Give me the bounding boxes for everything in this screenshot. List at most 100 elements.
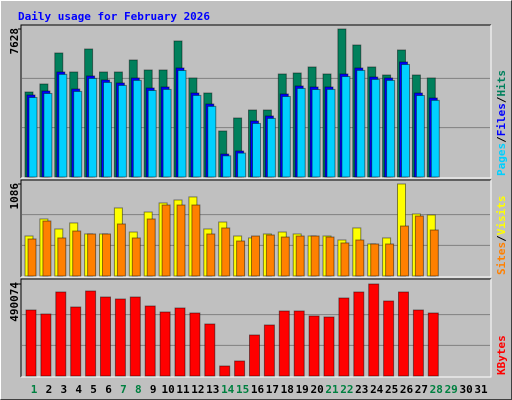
bar: [191, 204, 201, 277]
bar: [278, 310, 290, 377]
bar: [70, 306, 82, 377]
bar: [385, 243, 395, 277]
x-tick-label: 2: [46, 383, 53, 396]
bar: [398, 291, 409, 377]
bar: [340, 242, 350, 277]
bar: [341, 75, 351, 178]
bar: [177, 69, 187, 178]
bar: [252, 122, 261, 178]
bar: [356, 69, 366, 178]
bar: [308, 315, 320, 377]
bar: [25, 309, 37, 377]
bar: [265, 234, 275, 277]
bar: [27, 238, 37, 277]
bar: [221, 227, 231, 277]
x-tick-label: 12: [191, 383, 204, 396]
bar: [131, 237, 141, 277]
y-tick-label: 1086: [8, 183, 21, 210]
bar: [338, 297, 350, 377]
bar: [72, 230, 82, 277]
legend-label: Pages: [495, 143, 508, 176]
bar: [266, 117, 276, 178]
bar: [88, 77, 98, 178]
bar: [414, 215, 424, 277]
bar: [386, 79, 396, 178]
x-tick-label: 21: [325, 383, 339, 396]
bar: [129, 296, 141, 377]
x-tick-label: 31: [474, 383, 488, 396]
panel-border-dark: [20, 24, 491, 178]
legend-label: KBytes: [495, 335, 508, 375]
bar: [222, 155, 232, 178]
x-tick-label: 24: [370, 383, 384, 396]
bar: [325, 236, 335, 277]
bar: [159, 311, 171, 377]
x-tick-label: 19: [296, 383, 309, 396]
bar: [144, 305, 156, 377]
x-tick-label: 3: [60, 383, 67, 396]
bar: [206, 233, 216, 277]
x-tick-label: 10: [161, 383, 174, 396]
x-tick-label: 17: [266, 383, 279, 396]
bar: [42, 220, 52, 277]
bar: [55, 291, 67, 377]
bar: [355, 239, 365, 277]
x-tick-label: 22: [340, 383, 353, 396]
x-tick-label: 27: [415, 383, 428, 396]
bar: [370, 243, 380, 277]
legend-separator: /: [495, 96, 508, 103]
bar: [237, 152, 247, 178]
bar: [43, 92, 53, 178]
bar: [415, 95, 425, 178]
x-tick-label: 5: [90, 383, 97, 396]
bar: [429, 229, 439, 277]
bar: [296, 87, 306, 178]
x-tick-label: 23: [355, 383, 368, 396]
x-tick-label: 28: [430, 383, 443, 396]
x-tick-label: 20: [310, 383, 323, 396]
bar: [207, 105, 217, 178]
bar: [326, 88, 336, 178]
bar: [311, 88, 321, 178]
bar: [368, 283, 380, 377]
x-tick-label: 29: [445, 383, 458, 396]
bar: [281, 95, 291, 178]
x-tick-label: 15: [236, 383, 249, 396]
bar: [162, 88, 172, 178]
bar: [192, 94, 202, 178]
bar: [383, 300, 395, 377]
panel-border-dark: [20, 278, 491, 377]
bar: [430, 99, 440, 178]
bar: [100, 296, 111, 377]
bar: [310, 235, 320, 277]
legend-separator: /: [495, 136, 508, 143]
bar: [219, 365, 231, 377]
bar: [174, 307, 186, 377]
x-tick-label: 9: [150, 383, 157, 396]
x-tick-label: 18: [281, 383, 294, 396]
bar: [295, 235, 305, 277]
bar: [28, 96, 38, 178]
bar: [400, 225, 409, 277]
x-tick-label: 16: [251, 383, 265, 396]
bar: [293, 310, 305, 377]
bar: [412, 309, 424, 377]
bar: [353, 291, 365, 377]
x-tick-label: 6: [105, 383, 112, 396]
x-tick-label: 25: [385, 383, 398, 396]
x-tick-label: 11: [176, 383, 190, 396]
panel-border-light: [21, 279, 492, 378]
x-tick-label: 26: [400, 383, 414, 396]
bar: [371, 78, 381, 178]
bar: [280, 236, 290, 277]
bar: [58, 73, 68, 178]
bar: [251, 235, 260, 277]
y-tick-label: 490074: [8, 282, 21, 322]
legend-label: Sites: [495, 242, 508, 275]
bar: [132, 79, 142, 178]
x-tick-label: 13: [206, 383, 219, 396]
bar: [103, 81, 112, 178]
bar: [117, 84, 127, 178]
